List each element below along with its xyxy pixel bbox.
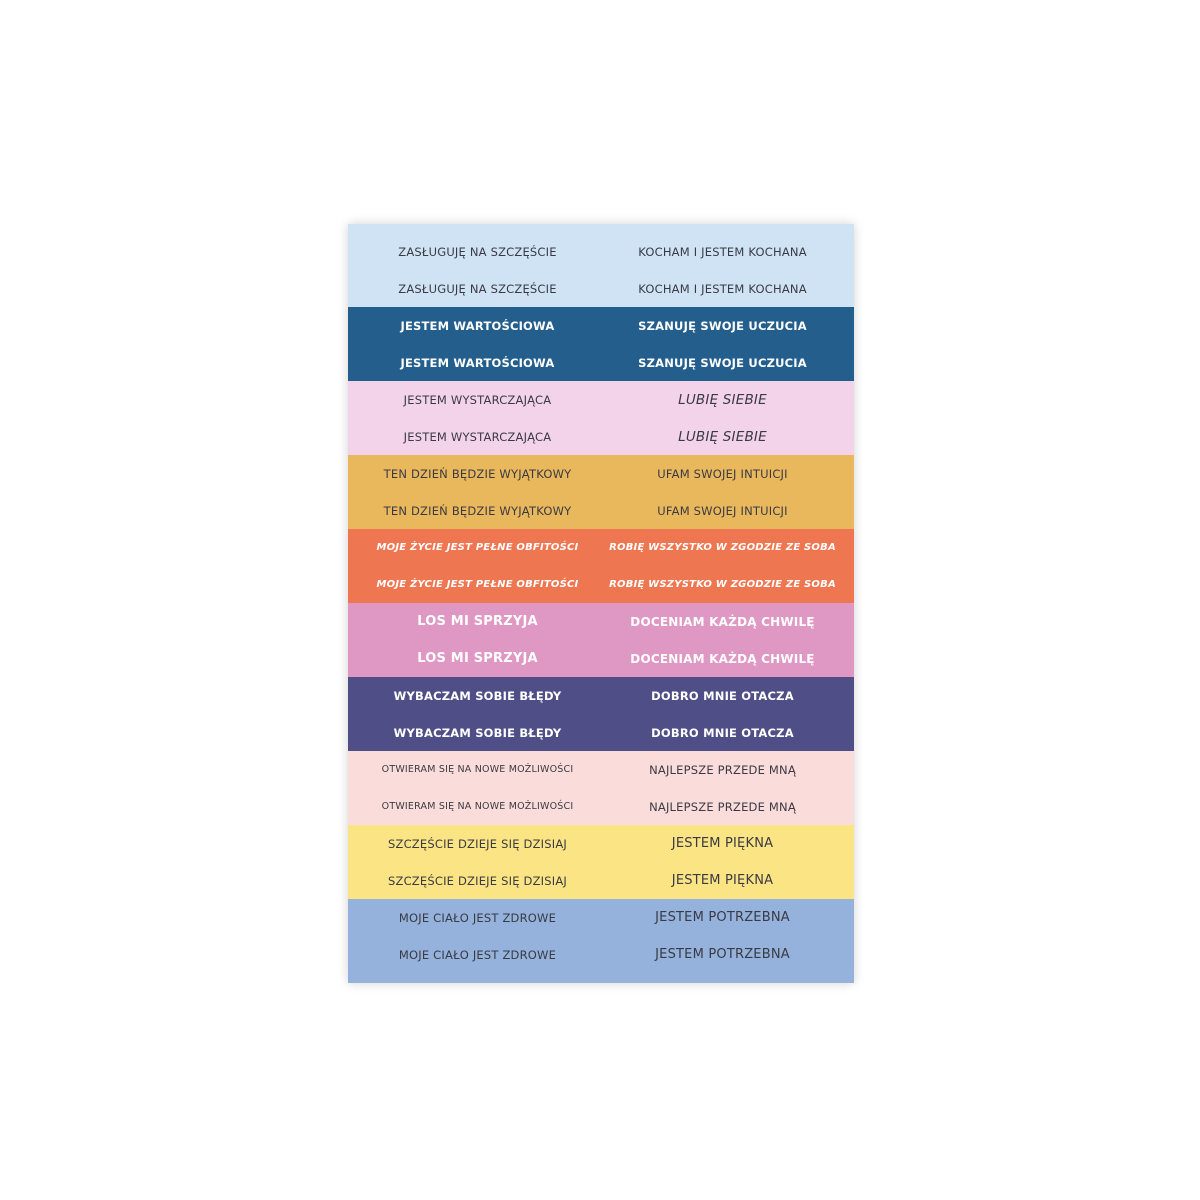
sticker-band: MOJE CIAŁO JEST ZDROWE JESTEM POTRZEBNA MO… [348,899,854,983]
sticker-label-left: MOJE ŻYCIE JEST PEŁNE OBFITOŚCI [376,579,579,590]
sticker-row: ZASŁUGUJĘ NA SZCZĘŚCIE KOCHAM I JESTEM KO… [348,270,854,307]
sticker-band: JESTEM WYSTARCZAJĄCA LUBIĘ SIEBIE JESTEM W… [348,381,854,455]
sticker-sheet: ZASŁUGUJĘ NA SZCZĘŚCIE KOCHAM I JESTEM KO… [348,224,854,983]
sticker-label-right: SZANUJĘ SWOJE UCZUCIA [638,355,807,370]
sticker-label-right: NAJLEPSZE PRZEDE MNĄ [649,762,796,777]
sticker-label-right: DOBRO MNIE OTACZA [651,688,794,703]
sticker-band: OTWIERAM SIĘ NA NOWE MOŻLIWOŚCI NAJLEPSZE… [348,751,854,825]
sticker-label-right: KOCHAM I JESTEM KOCHANA [638,244,807,259]
sticker-band: TEN DZIEŃ BĘDZIE WYJĄTKOWY UFAM SWOJEJ IN… [348,455,854,529]
sticker-label-right: LUBIĘ SIEBIE [678,428,767,445]
sticker-label-right: JESTEM POTRZEBNA [655,947,790,962]
sticker-row: OTWIERAM SIĘ NA NOWE MOŻLIWOŚCI NAJLEPSZE… [348,751,854,788]
sticker-label-right: ROBIĘ WSZYSTKO W ZGODZIE ZE SOBA [609,579,836,590]
sticker-row: MOJE CIAŁO JEST ZDROWE JESTEM POTRZEBNA [348,899,854,936]
sticker-label-left: JESTEM WARTOŚCIOWA [400,355,555,370]
sticker-row: ZASŁUGUJĘ NA SZCZĘŚCIE KOCHAM I JESTEM KO… [348,233,854,270]
sticker-band: WYBACZAM SOBIE BŁĘDY DOBRO MNIE OTACZA WYB… [348,677,854,751]
sticker-label-left: JESTEM WYSTARCZAJĄCA [403,392,552,407]
sticker-row: SZCZĘŚCIE DZIEJE SIĘ DZISIAJ JESTEM PIĘKN… [348,825,854,862]
sticker-label-left: LOS MI SPRZYJA [417,651,538,666]
sticker-row: WYBACZAM SOBIE BŁĘDY DOBRO MNIE OTACZA [348,677,854,714]
sticker-label-left: WYBACZAM SOBIE BŁĘDY [393,725,562,740]
sticker-label-left: ZASŁUGUJĘ NA SZCZĘŚCIE [398,281,557,296]
sticker-row: TEN DZIEŃ BĘDZIE WYJĄTKOWY UFAM SWOJEJ IN… [348,492,854,529]
sticker-label-right: JESTEM PIĘKNA [671,873,774,888]
sticker-band: ZASŁUGUJĘ NA SZCZĘŚCIE KOCHAM I JESTEM KO… [348,224,854,307]
sticker-label-right: LUBIĘ SIEBIE [678,391,767,408]
sticker-row: LOS MI SPRZYJA DOCENIAM KAŻDĄ CHWILĘ [348,603,854,640]
sticker-row: JESTEM WARTOŚCIOWA SZANUJĘ SWOJE UCZUCIA [348,344,854,381]
sticker-label-left: SZCZĘŚCIE DZIEJE SIĘ DZISIAJ [388,873,567,888]
sticker-label-left: LOS MI SPRZYJA [417,614,538,629]
sticker-label-left: TEN DZIEŃ BĘDZIE WYJĄTKOWY [383,503,572,518]
sticker-band: LOS MI SPRZYJA DOCENIAM KAŻDĄ CHWILĘ LOS M… [348,603,854,677]
sticker-label-right: DOCENIAM KAŻDĄ CHWILĘ [630,614,815,629]
sticker-label-right: KOCHAM I JESTEM KOCHANA [638,281,807,296]
sticker-label-left: JESTEM WYSTARCZAJĄCA [403,429,552,444]
sticker-label-right: SZANUJĘ SWOJE UCZUCIA [638,318,807,333]
sticker-band: MOJE ŻYCIE JEST PEŁNE OBFITOŚCI ROBIĘ WSZ… [348,529,854,603]
sticker-band: SZCZĘŚCIE DZIEJE SIĘ DZISIAJ JESTEM PIĘKN… [348,825,854,899]
sticker-label-left: MOJE CIAŁO JEST ZDROWE [398,947,557,962]
sticker-row: LOS MI SPRZYJA DOCENIAM KAŻDĄ CHWILĘ [348,640,854,677]
sticker-label-right: NAJLEPSZE PRZEDE MNĄ [649,799,796,814]
sticker-label-left: WYBACZAM SOBIE BŁĘDY [393,688,562,703]
sticker-row: MOJE ŻYCIE JEST PEŁNE OBFITOŚCI ROBIĘ WSZ… [348,566,854,603]
sticker-band: JESTEM WARTOŚCIOWA SZANUJĘ SWOJE UCZUCIA J… [348,307,854,381]
sticker-row: MOJE CIAŁO JEST ZDROWE JESTEM POTRZEBNA [348,936,854,973]
sticker-row: SZCZĘŚCIE DZIEJE SIĘ DZISIAJ JESTEM PIĘKN… [348,862,854,899]
sticker-row: OTWIERAM SIĘ NA NOWE MOŻLIWOŚCI NAJLEPSZE… [348,788,854,825]
sticker-label-right: UFAM SWOJEJ INTUICJI [657,466,788,481]
sticker-label-right: DOCENIAM KAŻDĄ CHWILĘ [630,651,815,666]
sticker-row: MOJE ŻYCIE JEST PEŁNE OBFITOŚCI ROBIĘ WSZ… [348,529,854,566]
sticker-label-left: SZCZĘŚCIE DZIEJE SIĘ DZISIAJ [388,836,567,851]
sticker-row: JESTEM WYSTARCZAJĄCA LUBIĘ SIEBIE [348,418,854,455]
sticker-row: WYBACZAM SOBIE BŁĘDY DOBRO MNIE OTACZA [348,714,854,751]
sticker-row: JESTEM WARTOŚCIOWA SZANUJĘ SWOJE UCZUCIA [348,307,854,344]
sticker-label-left: OTWIERAM SIĘ NA NOWE MOŻLIWOŚCI [381,764,574,775]
sticker-label-right: DOBRO MNIE OTACZA [651,725,794,740]
sticker-label-left: TEN DZIEŃ BĘDZIE WYJĄTKOWY [383,466,572,481]
sticker-label-left: JESTEM WARTOŚCIOWA [400,318,555,333]
sticker-label-right: JESTEM POTRZEBNA [655,910,790,925]
sticker-row: TEN DZIEŃ BĘDZIE WYJĄTKOWY UFAM SWOJEJ IN… [348,455,854,492]
sticker-label-right: ROBIĘ WSZYSTKO W ZGODZIE ZE SOBA [609,542,836,553]
sticker-label-right: JESTEM PIĘKNA [671,836,774,851]
sticker-label-left: OTWIERAM SIĘ NA NOWE MOŻLIWOŚCI [381,801,574,812]
sticker-label-left: MOJE CIAŁO JEST ZDROWE [398,910,557,925]
sticker-label-left: MOJE ŻYCIE JEST PEŁNE OBFITOŚCI [376,542,579,553]
sticker-row: JESTEM WYSTARCZAJĄCA LUBIĘ SIEBIE [348,381,854,418]
sticker-label-right: UFAM SWOJEJ INTUICJI [657,503,788,518]
sticker-label-left: ZASŁUGUJĘ NA SZCZĘŚCIE [398,244,557,259]
